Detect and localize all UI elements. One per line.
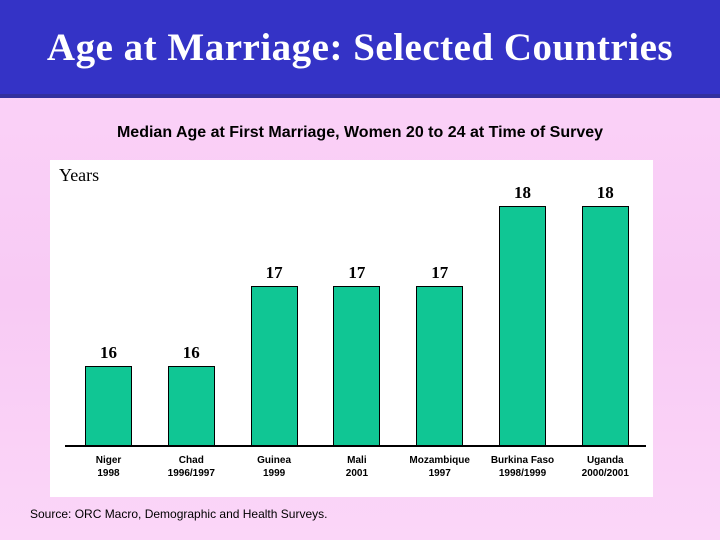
chart-plot-area: 16 Niger 1998 16 Chad 1996/1997 17 Guinea 1999 17…	[50, 160, 653, 497]
x-tick-label: Mali 2001	[309, 455, 405, 480]
bar	[250, 286, 298, 446]
x-tick-country: Mozambique	[409, 455, 470, 466]
x-tick-label: Uganda 2000/2001	[557, 455, 653, 480]
x-tick-country: Guinea	[257, 455, 292, 466]
x-tick-year: 1998/1999	[498, 467, 547, 479]
bar-value-label: 17	[265, 263, 283, 282]
bar-chart-panel: Years 16 Niger 1998 16 Chad 1996/1997 17 Guinea…	[50, 160, 653, 497]
x-tick-year: 2000/2001	[581, 467, 629, 479]
x-tick-country: Uganda	[586, 455, 624, 466]
bar	[85, 366, 132, 446]
x-tick-year: 1999	[262, 467, 286, 479]
x-tick-year: 2001	[345, 467, 369, 479]
bar-value-label: 16	[182, 343, 200, 362]
x-tick-year: 1996/1997	[167, 467, 215, 479]
bar-value-label: 18	[514, 183, 531, 202]
bar	[416, 286, 464, 446]
x-tick-country: Burkina Faso	[490, 455, 555, 466]
bar-value-label: 17	[431, 263, 449, 282]
bar	[333, 286, 381, 446]
x-tick-year: 1997	[428, 467, 451, 479]
x-tick-label: Niger 1998	[61, 455, 157, 480]
x-axis-line	[65, 445, 646, 447]
bar	[499, 206, 546, 446]
bar-value-label: 18	[596, 183, 614, 202]
chart-subtitle: Median Age at First Marriage, Women 20 t…	[116, 124, 604, 141]
x-tick-country: Niger	[95, 455, 122, 466]
y-axis-label: Years	[59, 165, 100, 185]
slide-title: Age at Marriage: Selected Countries	[46, 25, 674, 69]
bar-value-label: 16	[100, 343, 117, 362]
bar-value-label: 17	[348, 263, 366, 282]
x-tick-year: 1998	[97, 467, 120, 479]
x-tick-label: Guinea 1999	[226, 455, 322, 480]
x-tick-label: Burkina Faso 1998/1999	[475, 455, 571, 480]
source-note: Source: ORC Macro, Demographic and Healt…	[30, 507, 328, 521]
bar	[167, 366, 215, 446]
x-tick-label: Chad 1996/1997	[143, 455, 239, 480]
x-tick-country: Chad	[178, 455, 204, 466]
x-tick-label: Mozambique 1997	[392, 455, 488, 480]
title-bar: Age at Marriage: Selected Countries	[0, 0, 720, 98]
bar	[581, 206, 629, 446]
x-tick-country: Mali	[347, 455, 367, 466]
